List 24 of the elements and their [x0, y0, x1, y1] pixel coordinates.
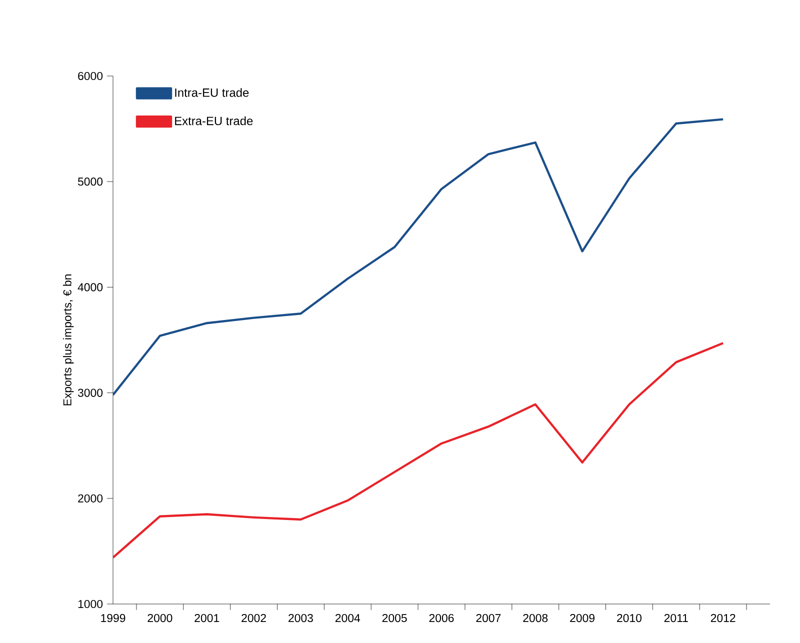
x-tick-label: 2011: [664, 614, 688, 622]
x-tick-label: 2004: [335, 614, 360, 622]
y-tick-label: 4000: [78, 283, 103, 292]
x-tick-label: 2007: [476, 614, 501, 622]
y-tick-label: 1000: [78, 600, 103, 608]
x-tick-label: 2010: [617, 614, 642, 622]
x-tick-label: 2008: [523, 614, 548, 622]
x-tick-label: 2001: [194, 614, 220, 622]
legend-label: Intra-EU trade: [175, 88, 249, 97]
x-tick-label: 2000: [148, 614, 172, 622]
x-tick-label: 2002: [242, 614, 266, 622]
legend-label: Extra-EU trade: [175, 116, 253, 126]
x-tick-label: 2012: [710, 614, 736, 622]
y-axis-title: Exports plus imports, € bn: [62, 274, 74, 406]
x-tick-label: 1999: [101, 614, 126, 622]
y-tick-label: 3000: [78, 388, 103, 397]
y-tick-label: 6000: [78, 72, 103, 80]
x-tick-label: 2003: [288, 614, 313, 622]
x-tick-label: 2006: [429, 614, 454, 622]
x-tick-label: 2009: [570, 614, 594, 622]
line-series: [113, 118, 724, 396]
x-tick-label: 2005: [382, 614, 407, 622]
y-tick-label: 5000: [78, 178, 103, 186]
y-tick-label: 2000: [78, 494, 103, 502]
